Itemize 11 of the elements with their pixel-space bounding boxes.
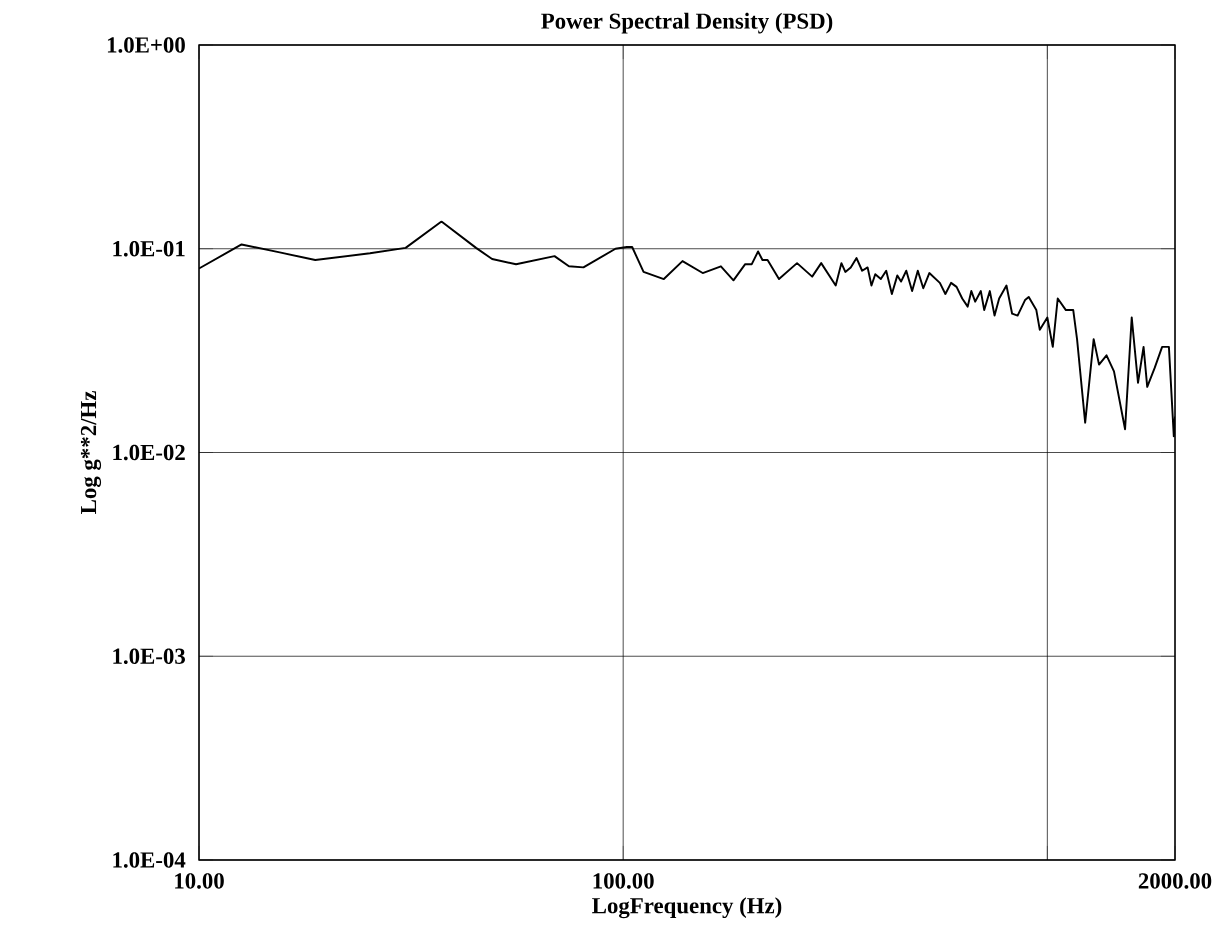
chart-title: Power Spectral Density (PSD) <box>541 12 833 34</box>
x-tick-label: 100.00 <box>593 873 654 889</box>
y-axis-title: Log g**2/Hz <box>80 391 102 514</box>
y-tick-label: 1.0E-02 <box>113 444 185 461</box>
y-tick-label: 1.0E-04 <box>113 852 186 868</box>
x-axis-title: LogFrequency (Hz) <box>592 897 782 919</box>
y-tick-label: 1.0E-03 <box>113 648 185 665</box>
y-tick-label: 1.0E+00 <box>107 37 185 53</box>
y-tick-label: 1.0E-01 <box>113 241 185 257</box>
x-tick-label: 10.00 <box>175 873 224 889</box>
x-tick-label: 2000.00 <box>1138 873 1212 889</box>
